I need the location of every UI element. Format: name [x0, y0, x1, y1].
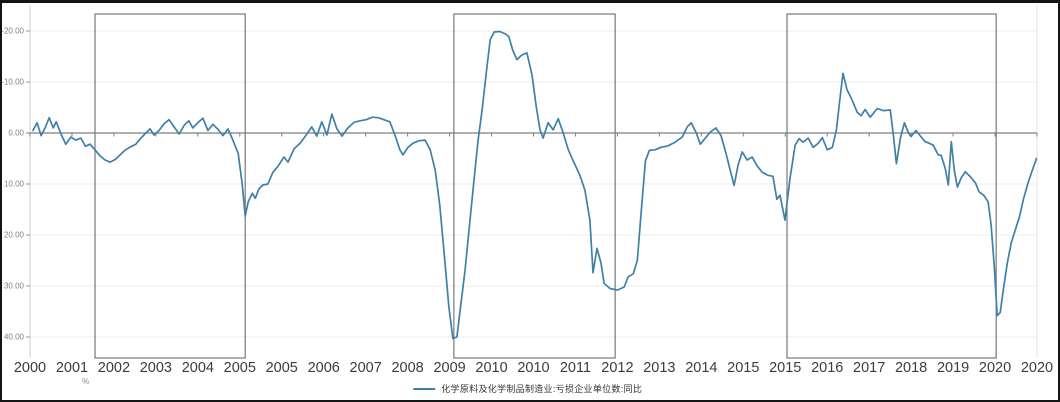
series-line: [32, 30, 1038, 340]
y-axis-label: 20.00: [4, 231, 25, 240]
x-axis-label: 2020: [1021, 360, 1053, 376]
x-axis-label: 2010: [475, 360, 507, 376]
x-axis-label: 2005: [224, 360, 256, 376]
x-axis-label: 2012: [601, 360, 633, 376]
x-axis-label: 2017: [853, 360, 885, 376]
x-axis-label: 2007: [350, 360, 382, 376]
x-axis-label: 2005: [266, 360, 298, 376]
x-axis-label: 2002: [98, 360, 130, 376]
x-axis-label: 2000: [14, 360, 46, 376]
legend-series-label: 化学原料及化学制品制造业:亏损企业单位数:同比: [441, 384, 643, 394]
highlight-box: [786, 13, 997, 359]
x-axis-label: 2016: [811, 360, 843, 376]
highlight-box: [94, 13, 246, 359]
y-axis-label: -10.00: [2, 78, 25, 87]
x-axis-label: 2013: [643, 360, 675, 376]
x-axis-label: 2014: [685, 360, 717, 376]
legend-line-swatch: [413, 387, 436, 390]
y-axis-label: 40.00: [4, 333, 25, 342]
y-axis-label: 0.00: [8, 129, 24, 138]
x-axis-label: 2015: [769, 360, 801, 376]
x-axis-label: 2006: [308, 360, 340, 376]
y-axis-label: 30.00: [4, 282, 25, 291]
x-axis-label: 2019: [937, 360, 969, 376]
x-axis-label: 2008: [391, 360, 423, 376]
x-axis-label: 2009: [433, 360, 465, 376]
legend[interactable]: 化学原料及化学制品制造业:亏损企业单位数:同比: [413, 382, 642, 395]
x-axis-label: 2015: [727, 360, 759, 376]
x-axis-label: 2010: [517, 360, 549, 376]
x-axis-label: 2001: [56, 360, 88, 376]
x-axis-label: 2004: [182, 360, 214, 376]
x-axis-label: 2020: [979, 360, 1011, 376]
y-axis-unit-label: %: [82, 377, 90, 386]
y-axis-label: 10.00: [4, 180, 25, 189]
highlight-box: [453, 13, 616, 359]
line-chart-canvas: -20.00 -10.00 0.00 10.00 20.00 30.00 40.00 2000…: [2, 5, 1053, 376]
x-axis-label: 2003: [140, 360, 172, 376]
x-axis-label: 2018: [895, 360, 927, 376]
y-axis-label: -20.00: [2, 27, 25, 36]
x-axis-label: 2011: [560, 360, 591, 376]
